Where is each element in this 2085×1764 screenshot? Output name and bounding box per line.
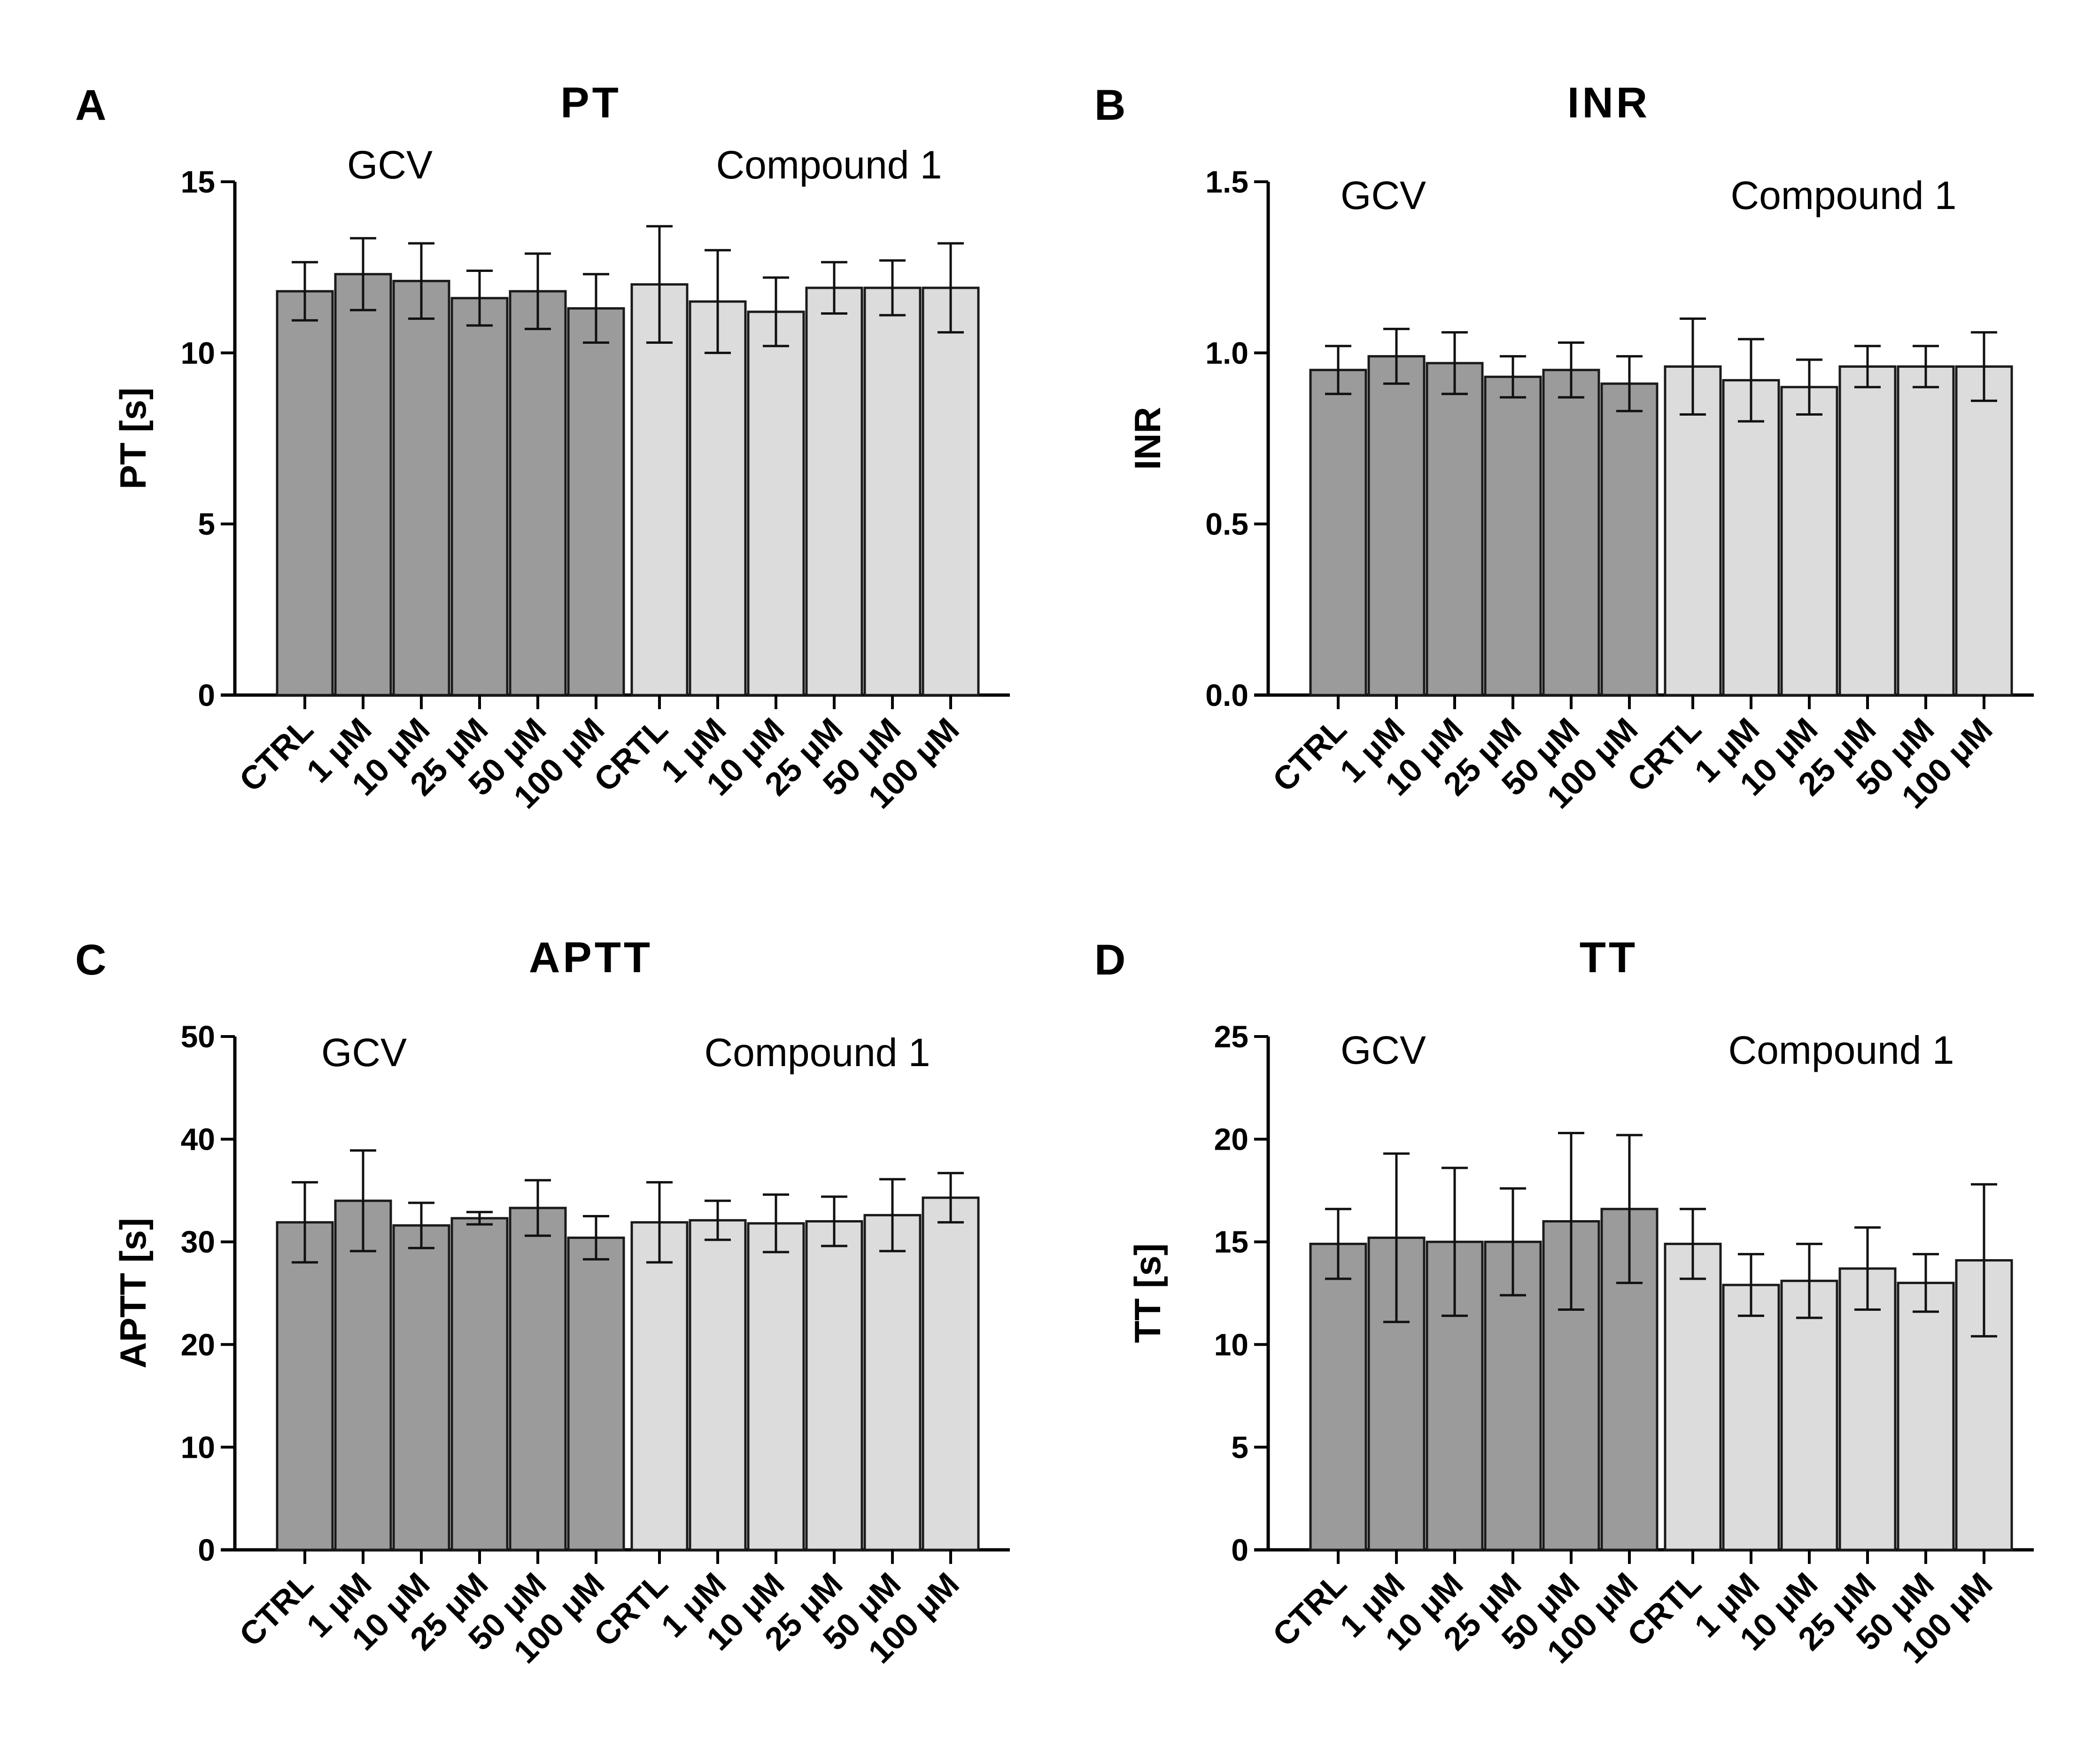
x-tick-label: CTRL	[1265, 1565, 1353, 1653]
y-tick-label: 1.0	[1205, 335, 1248, 370]
panel-letter: A	[75, 81, 106, 129]
y-tick-label: 20	[181, 1327, 215, 1362]
bar-compound	[689, 300, 747, 696]
y-axis-title: INR	[1127, 407, 1168, 470]
panel-title: APTT	[529, 934, 653, 982]
y-tick-label: 25	[1214, 1019, 1248, 1054]
bar-compound	[630, 283, 689, 696]
bar-compound	[1664, 1243, 1722, 1551]
bar-compound	[1838, 365, 1897, 696]
x-tick-label: CRTL	[587, 1565, 674, 1653]
x-tick-label: CTRL	[232, 711, 320, 798]
bar-compound	[1722, 1284, 1780, 1551]
y-tick-label: 5	[1231, 1430, 1248, 1464]
y-tick-label: 40	[181, 1122, 215, 1157]
x-tick-label: CTRL	[1265, 711, 1353, 798]
bar-compound	[805, 1220, 863, 1551]
bar-gcv	[276, 290, 334, 696]
y-tick-label: 15	[1214, 1224, 1248, 1259]
group-label-gcv: GCV	[1341, 173, 1426, 217]
group-label-compound: Compound 1	[1728, 1028, 1954, 1072]
group-label-gcv: GCV	[1341, 1028, 1426, 1072]
bar-compound	[922, 1196, 980, 1551]
bar-gcv	[1426, 362, 1484, 696]
bar-compound	[863, 286, 922, 696]
bar-gcv	[509, 290, 567, 696]
bar-gcv	[1367, 355, 1426, 696]
bar-gcv	[509, 1207, 567, 1551]
bar-compound	[689, 1219, 747, 1551]
y-tick-label: 0	[1231, 1532, 1248, 1567]
bar-compound	[863, 1214, 922, 1551]
bar-compound	[1897, 1282, 1955, 1551]
panel-C: C APTT GCV Compound 1 APTT [s] 0 10 20 30 40 50 CTR…	[75, 934, 1010, 1670]
bar-compound	[1780, 386, 1838, 696]
y-axis-title: PT [s]	[112, 387, 154, 489]
bar-gcv	[1600, 382, 1659, 696]
bar-compound	[1897, 365, 1955, 696]
bar-gcv	[334, 1199, 392, 1551]
group-label-gcv: GCV	[321, 1030, 407, 1075]
bar-gcv	[567, 307, 625, 696]
panel-title: PT	[560, 79, 621, 127]
group-label-compound: Compound 1	[705, 1030, 930, 1075]
y-tick-label: 50	[181, 1019, 215, 1054]
bar-gcv	[1542, 369, 1600, 696]
bar-gcv	[1484, 375, 1542, 696]
bar-gcv	[567, 1236, 625, 1551]
y-tick-label: 0.0	[1205, 678, 1248, 712]
bar-compound	[1664, 365, 1722, 696]
x-tick-label: CRTL	[1620, 1565, 1708, 1653]
group-label-compound: Compound 1	[1731, 173, 1957, 217]
bar-gcv	[1309, 1243, 1367, 1551]
y-tick-label: 0	[198, 1532, 215, 1567]
y-tick-label: 0	[198, 678, 215, 712]
panel-title: TT	[1580, 934, 1638, 982]
y-tick-label: 30	[181, 1224, 215, 1259]
x-tick-label: CRTL	[587, 711, 674, 798]
bar-gcv	[450, 297, 509, 696]
bar-gcv	[1309, 369, 1367, 696]
bar-compound	[922, 286, 980, 696]
bar-gcv	[392, 1224, 450, 1551]
y-tick-label: 10	[1214, 1327, 1248, 1362]
y-tick-label: 5	[198, 507, 215, 542]
bar-gcv	[276, 1221, 334, 1551]
x-tick-label: CRTL	[1620, 711, 1708, 798]
bar-gcv	[334, 273, 392, 696]
bar-compound	[1780, 1279, 1838, 1551]
y-tick-label: 10	[181, 1430, 215, 1464]
bar-gcv	[392, 279, 450, 696]
y-axis-title: APTT [s]	[112, 1218, 154, 1369]
y-tick-label: 20	[1214, 1122, 1248, 1157]
bar-compound	[747, 310, 805, 696]
bar-compound	[1838, 1267, 1897, 1551]
bar-gcv	[450, 1217, 509, 1551]
bar-compound	[805, 286, 863, 696]
panel-letter: B	[1094, 81, 1125, 129]
panel-letter: C	[75, 936, 106, 984]
bar-compound	[747, 1222, 805, 1551]
y-axis-title: TT [s]	[1127, 1243, 1168, 1343]
bar-compound	[1955, 365, 2013, 696]
bar-compound	[1722, 379, 1780, 696]
y-tick-label: 15	[181, 164, 215, 199]
panel-letter: D	[1094, 936, 1125, 984]
panel-title: INR	[1567, 79, 1650, 127]
y-tick-label: 10	[181, 335, 215, 370]
group-label-gcv: GCV	[347, 143, 433, 187]
y-tick-label: 0.5	[1205, 507, 1248, 542]
x-tick-label: CTRL	[232, 1565, 320, 1653]
group-label-compound: Compound 1	[716, 143, 942, 187]
bar-compound	[630, 1221, 689, 1551]
y-tick-label: 1.5	[1205, 164, 1248, 199]
